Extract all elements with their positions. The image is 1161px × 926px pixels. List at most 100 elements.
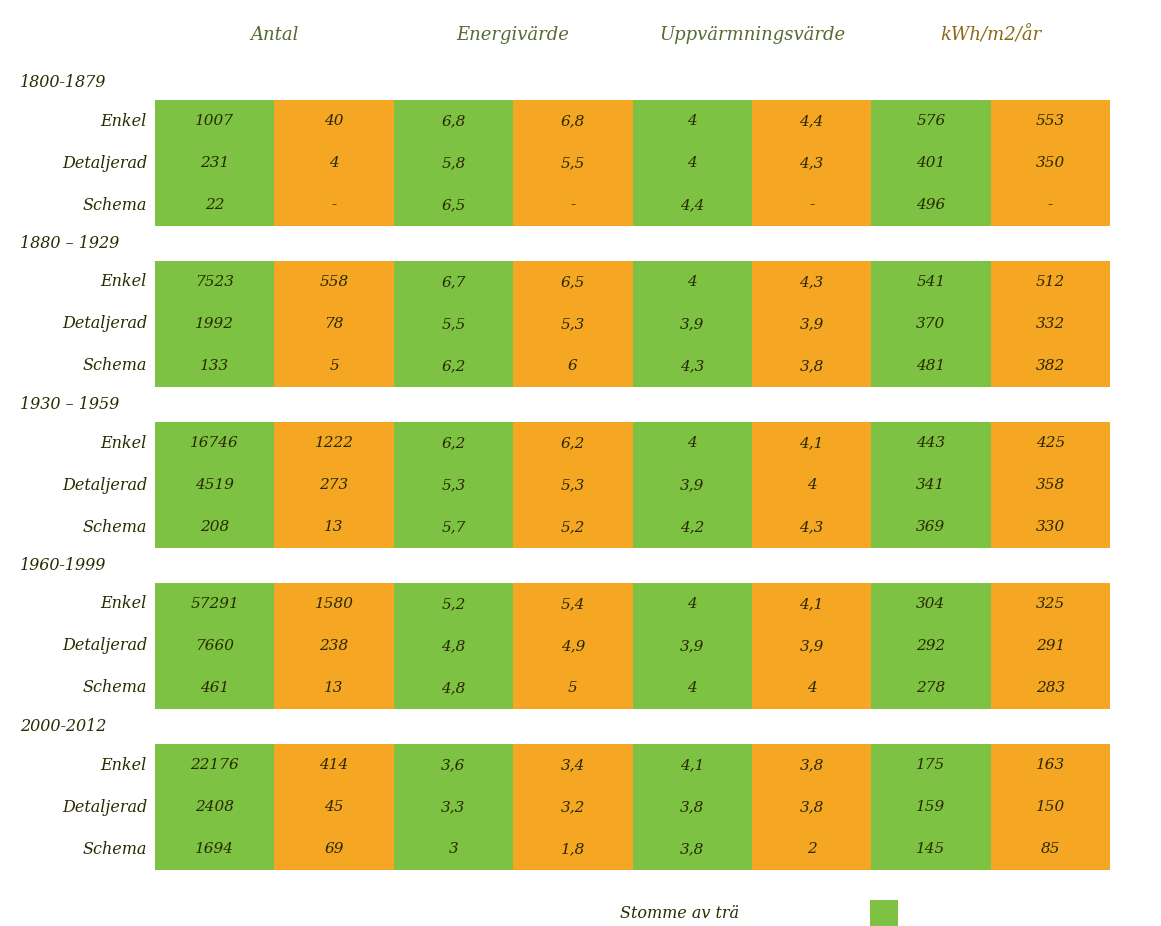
Text: Detaljerad: Detaljerad <box>62 477 147 494</box>
Text: 163: 163 <box>1036 758 1065 772</box>
Bar <box>274 261 394 387</box>
Text: Enkel: Enkel <box>101 434 147 452</box>
Bar <box>990 100 1110 226</box>
Bar <box>990 261 1110 387</box>
Text: 481: 481 <box>916 359 945 373</box>
Text: Detaljerad: Detaljerad <box>62 155 147 171</box>
Bar <box>513 422 633 548</box>
Bar <box>394 261 513 387</box>
Text: -: - <box>809 198 814 212</box>
Text: 350: 350 <box>1036 156 1065 170</box>
Bar <box>870 900 897 926</box>
Text: Schema: Schema <box>82 841 147 857</box>
Bar <box>394 100 513 226</box>
Text: 5,5: 5,5 <box>441 317 466 331</box>
Text: 369: 369 <box>916 520 945 534</box>
Text: 273: 273 <box>319 478 348 492</box>
Text: 13: 13 <box>324 520 344 534</box>
Text: 341: 341 <box>916 478 945 492</box>
Text: Schema: Schema <box>82 519 147 535</box>
Text: 3,8: 3,8 <box>680 842 705 856</box>
Text: 496: 496 <box>916 198 945 212</box>
Text: 358: 358 <box>1036 478 1065 492</box>
Text: 3,9: 3,9 <box>680 639 705 653</box>
Text: 414: 414 <box>319 758 348 772</box>
Text: 3,6: 3,6 <box>441 758 466 772</box>
Bar <box>871 744 990 870</box>
Text: 558: 558 <box>319 275 348 289</box>
Text: 6,5: 6,5 <box>441 198 466 212</box>
Text: 5,3: 5,3 <box>561 478 585 492</box>
Text: 6: 6 <box>568 359 578 373</box>
Text: 3,9: 3,9 <box>680 317 705 331</box>
Text: 292: 292 <box>916 639 945 653</box>
Text: kWh/m2/år: kWh/m2/år <box>940 26 1041 44</box>
Text: 3,9: 3,9 <box>680 478 705 492</box>
Bar <box>990 422 1110 548</box>
Text: 150: 150 <box>1036 800 1065 814</box>
Text: 5: 5 <box>568 681 578 695</box>
Text: 401: 401 <box>916 156 945 170</box>
Bar <box>513 744 633 870</box>
Text: 4,1: 4,1 <box>800 436 824 450</box>
Text: 3,8: 3,8 <box>800 800 824 814</box>
Bar <box>513 583 633 709</box>
Text: 332: 332 <box>1036 317 1065 331</box>
Text: 208: 208 <box>200 520 230 534</box>
Text: 1222: 1222 <box>315 436 354 450</box>
Text: 69: 69 <box>324 842 344 856</box>
Text: Energivärde: Energivärde <box>456 26 570 44</box>
Bar <box>394 583 513 709</box>
Bar <box>156 422 274 548</box>
Text: 3,8: 3,8 <box>800 359 824 373</box>
Text: 3: 3 <box>448 842 459 856</box>
Text: 4,4: 4,4 <box>800 114 824 128</box>
Text: 512: 512 <box>1036 275 1065 289</box>
Text: 1007: 1007 <box>195 114 235 128</box>
Text: 1880 – 1929: 1880 – 1929 <box>20 235 120 252</box>
Text: 5,5: 5,5 <box>561 156 585 170</box>
Text: 4519: 4519 <box>195 478 235 492</box>
Text: 304: 304 <box>916 597 945 611</box>
Text: 4: 4 <box>687 436 697 450</box>
Text: -: - <box>1047 198 1053 212</box>
Text: 4: 4 <box>687 681 697 695</box>
Text: 175: 175 <box>916 758 945 772</box>
Text: 22: 22 <box>205 198 224 212</box>
Text: Enkel: Enkel <box>101 273 147 291</box>
Text: 4: 4 <box>687 114 697 128</box>
Bar <box>871 261 990 387</box>
Text: 5,3: 5,3 <box>441 478 466 492</box>
Text: 3,3: 3,3 <box>441 800 466 814</box>
Bar <box>990 744 1110 870</box>
Text: Enkel: Enkel <box>101 595 147 612</box>
Text: 1,8: 1,8 <box>561 842 585 856</box>
Bar <box>633 583 752 709</box>
Bar <box>871 422 990 548</box>
Text: 4,3: 4,3 <box>800 275 824 289</box>
Text: 4,1: 4,1 <box>800 597 824 611</box>
Text: 425: 425 <box>1036 436 1065 450</box>
Text: 4,1: 4,1 <box>680 758 705 772</box>
Text: 325: 325 <box>1036 597 1065 611</box>
Text: 6,2: 6,2 <box>441 359 466 373</box>
Bar <box>633 100 752 226</box>
Text: 4,4: 4,4 <box>680 198 705 212</box>
Text: Detaljerad: Detaljerad <box>62 637 147 655</box>
Text: 3,9: 3,9 <box>800 317 824 331</box>
Text: 4,2: 4,2 <box>680 520 705 534</box>
Text: 238: 238 <box>319 639 348 653</box>
Text: 145: 145 <box>916 842 945 856</box>
Text: 4,3: 4,3 <box>800 520 824 534</box>
Text: 330: 330 <box>1036 520 1065 534</box>
Text: 4,9: 4,9 <box>561 639 585 653</box>
Bar <box>752 583 871 709</box>
Text: Stomme av trä: Stomme av trä <box>620 906 740 922</box>
Text: 1960-1999: 1960-1999 <box>20 557 107 574</box>
Text: 443: 443 <box>916 436 945 450</box>
Text: 159: 159 <box>916 800 945 814</box>
Text: 1992: 1992 <box>195 317 235 331</box>
Text: Uppvärmningsvärde: Uppvärmningsvärde <box>658 26 845 44</box>
Text: 4: 4 <box>687 156 697 170</box>
Text: 13: 13 <box>324 681 344 695</box>
